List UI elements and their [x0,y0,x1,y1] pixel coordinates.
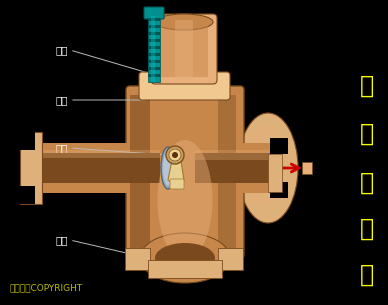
Bar [20,132,42,204]
Circle shape [172,152,178,158]
Bar [148,53,160,56]
Bar [130,95,150,250]
Text: 旋: 旋 [360,263,374,286]
Text: 密封环: 密封环 [49,157,68,167]
Ellipse shape [244,125,284,205]
Bar [270,138,288,154]
Bar [148,39,160,42]
FancyBboxPatch shape [139,72,230,100]
FancyBboxPatch shape [126,86,244,259]
Bar [20,153,160,183]
Circle shape [166,146,184,164]
Bar [148,67,160,70]
Bar [148,25,160,28]
Bar [148,60,160,63]
Text: 回: 回 [360,122,374,146]
Text: 启: 启 [360,217,374,241]
Text: 阀盖: 阀盖 [55,45,68,55]
FancyBboxPatch shape [170,179,184,189]
Bar [125,248,150,270]
Bar [148,32,160,35]
Bar [195,150,270,160]
Ellipse shape [163,150,173,185]
Bar [148,16,160,82]
Ellipse shape [155,14,213,30]
Text: 东方仿真COPYRIGHT: 东方仿真COPYRIGHT [10,284,83,292]
Polygon shape [168,155,184,183]
Bar [160,25,208,77]
Bar [302,162,312,174]
Bar [151,16,155,82]
Ellipse shape [161,147,175,189]
Text: 止: 止 [360,171,374,195]
Bar [175,20,193,80]
Bar [148,260,222,278]
Bar [15,132,35,150]
Bar [218,248,243,270]
Circle shape [169,149,181,161]
Bar [148,46,160,49]
Ellipse shape [238,113,298,223]
Text: 阀瓣: 阀瓣 [55,235,68,245]
Bar [20,150,160,158]
Bar [15,186,35,204]
Bar [148,18,160,21]
Bar [20,143,160,193]
Bar [195,143,270,193]
Text: 阀体: 阀体 [55,95,68,105]
Ellipse shape [140,233,230,283]
Bar [218,95,236,250]
FancyBboxPatch shape [151,14,217,84]
FancyBboxPatch shape [144,7,164,19]
Ellipse shape [158,140,213,260]
Bar [270,182,288,198]
Bar [268,154,282,192]
Bar [195,153,270,183]
Text: 阀: 阀 [360,74,374,97]
Text: 摇臂: 摇臂 [55,143,68,153]
Bar [148,74,160,77]
Ellipse shape [155,243,215,273]
